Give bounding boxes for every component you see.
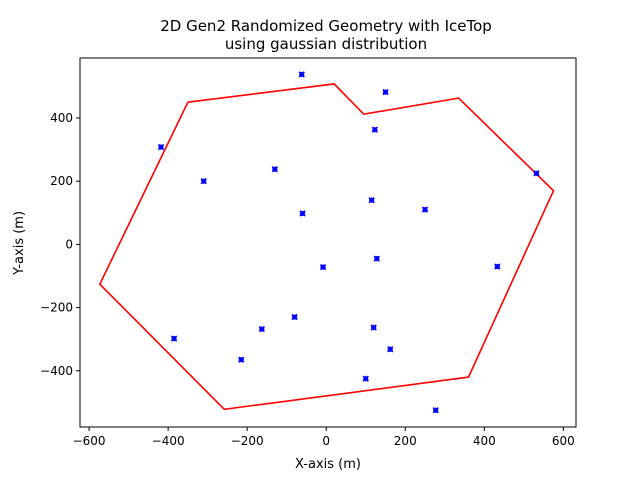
x-tick-label: 600	[552, 434, 575, 448]
data-point	[200, 178, 207, 185]
y-axis-label: Y-axis (m)	[12, 211, 27, 276]
x-tick-label: 0	[322, 434, 330, 448]
y-tick-label: −200	[40, 301, 73, 315]
data-point	[238, 356, 245, 363]
data-point	[370, 324, 377, 331]
data-point	[421, 206, 429, 213]
data-point	[271, 166, 279, 173]
x-tick-label: −400	[152, 434, 185, 448]
data-point	[291, 313, 298, 321]
data-point	[299, 210, 306, 217]
plot-frame	[79, 57, 577, 428]
y-tick-label: 200	[50, 174, 73, 188]
axes: −600 −400 −200 0 200 400 600 −400 −200 0 200 400	[40, 111, 575, 448]
data-point	[319, 263, 327, 271]
x-axis-label: X-axis (m)	[295, 457, 361, 472]
x-tick-label: 200	[394, 434, 417, 448]
y-tick-label: 0	[65, 237, 73, 251]
data-point	[258, 325, 265, 333]
data-point	[533, 170, 540, 177]
chart-title-line2: using gaussian distribution	[225, 35, 427, 53]
y-tick-label: −400	[40, 364, 73, 378]
data-point	[382, 88, 389, 96]
x-tick-label: 400	[473, 434, 496, 448]
data-point	[373, 255, 380, 262]
data-point	[432, 407, 439, 414]
y-tick-label: 400	[50, 111, 73, 125]
data-point	[371, 126, 378, 133]
data-point	[387, 346, 394, 353]
boundary-line	[98, 83, 555, 411]
x-tick-label: −600	[73, 434, 106, 448]
data-point	[298, 71, 305, 78]
data-point	[362, 375, 369, 382]
plot-area	[98, 71, 555, 414]
data-point	[157, 143, 165, 151]
data-point	[170, 335, 178, 342]
x-tick-label: −200	[231, 434, 264, 448]
chart-title-line1: 2D Gen2 Randomized Geometry with IceTop	[160, 17, 492, 35]
data-point	[368, 197, 375, 204]
data-point	[494, 263, 501, 270]
